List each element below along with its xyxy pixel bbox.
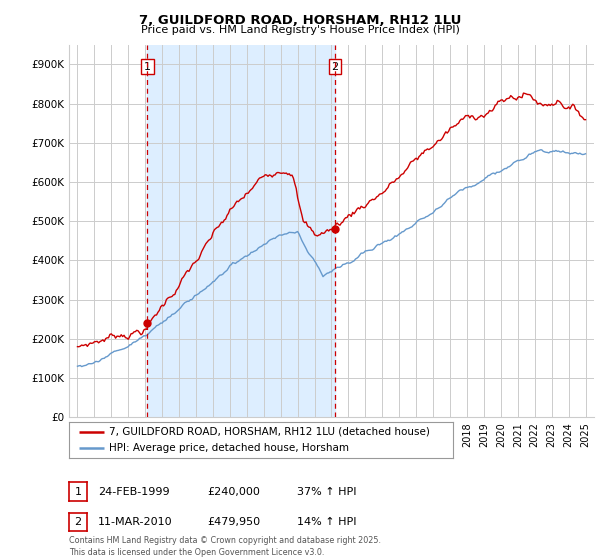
Text: £479,950: £479,950 bbox=[207, 517, 260, 527]
Text: 2: 2 bbox=[74, 517, 82, 527]
Text: 1: 1 bbox=[144, 62, 151, 72]
Text: Price paid vs. HM Land Registry's House Price Index (HPI): Price paid vs. HM Land Registry's House … bbox=[140, 25, 460, 35]
Text: 11-MAR-2010: 11-MAR-2010 bbox=[98, 517, 172, 527]
Text: 2: 2 bbox=[331, 62, 338, 72]
Text: HPI: Average price, detached house, Horsham: HPI: Average price, detached house, Hors… bbox=[109, 443, 349, 453]
Text: £240,000: £240,000 bbox=[207, 487, 260, 497]
Text: 7, GUILDFORD ROAD, HORSHAM, RH12 1LU (detached house): 7, GUILDFORD ROAD, HORSHAM, RH12 1LU (de… bbox=[109, 427, 430, 437]
Text: Contains HM Land Registry data © Crown copyright and database right 2025.
This d: Contains HM Land Registry data © Crown c… bbox=[69, 536, 381, 557]
Text: 1: 1 bbox=[74, 487, 82, 497]
Text: 24-FEB-1999: 24-FEB-1999 bbox=[98, 487, 169, 497]
Text: 14% ↑ HPI: 14% ↑ HPI bbox=[297, 517, 356, 527]
Text: 7, GUILDFORD ROAD, HORSHAM, RH12 1LU: 7, GUILDFORD ROAD, HORSHAM, RH12 1LU bbox=[139, 14, 461, 27]
Bar bbox=[148, 45, 335, 417]
Text: 37% ↑ HPI: 37% ↑ HPI bbox=[297, 487, 356, 497]
